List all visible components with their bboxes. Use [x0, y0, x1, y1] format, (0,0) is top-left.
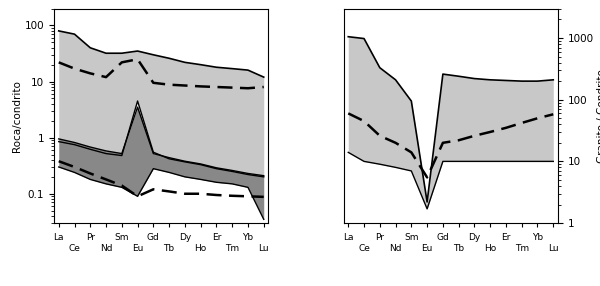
Text: Gd: Gd [437, 233, 449, 242]
Text: Dy: Dy [468, 233, 481, 242]
Text: Er: Er [212, 233, 221, 242]
Text: Tm: Tm [225, 244, 239, 253]
Text: La: La [53, 233, 64, 242]
Text: Nd: Nd [389, 244, 402, 253]
Y-axis label: Granito / Condrito: Granito / Condrito [596, 69, 600, 163]
Text: Yb: Yb [532, 233, 543, 242]
Text: Tb: Tb [164, 244, 175, 253]
Text: Lu: Lu [548, 244, 559, 253]
Text: Ho: Ho [484, 244, 496, 253]
Text: Pr: Pr [376, 233, 385, 242]
Y-axis label: Roca/condrito: Roca/condrito [12, 80, 22, 152]
Text: La: La [343, 233, 353, 242]
Text: Sm: Sm [404, 233, 419, 242]
Text: Tm: Tm [515, 244, 529, 253]
Text: Sm: Sm [115, 233, 129, 242]
Text: Gd: Gd [147, 233, 160, 242]
Text: Nd: Nd [100, 244, 112, 253]
Text: Dy: Dy [179, 233, 191, 242]
Text: Yb: Yb [242, 233, 254, 242]
Text: Pr: Pr [86, 233, 95, 242]
Text: Eu: Eu [132, 244, 143, 253]
Text: Er: Er [501, 233, 511, 242]
Text: Eu: Eu [421, 244, 433, 253]
Text: Ho: Ho [194, 244, 207, 253]
Text: Ce: Ce [68, 244, 80, 253]
Text: Ce: Ce [358, 244, 370, 253]
Text: Tb: Tb [453, 244, 464, 253]
Text: Lu: Lu [259, 244, 269, 253]
